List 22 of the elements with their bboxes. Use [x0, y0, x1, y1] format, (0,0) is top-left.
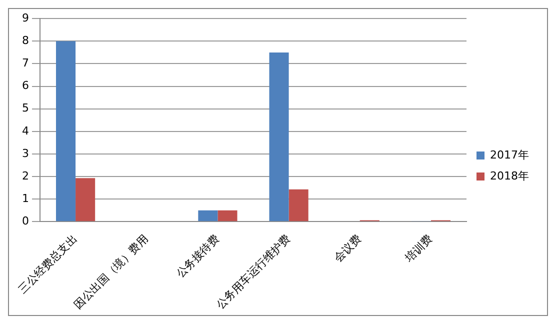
- y-tick-label: 8: [22, 34, 29, 48]
- y-tick-label: 1: [22, 192, 29, 205]
- bar: [218, 210, 238, 222]
- y-tick-label: 9: [22, 11, 29, 24]
- legend-label: 2018年: [490, 169, 530, 182]
- x-tick-label: 培训费: [402, 232, 436, 266]
- y-tick-label: 6: [22, 79, 29, 92]
- y-tick-label: 7: [22, 56, 29, 70]
- bar: [76, 178, 96, 222]
- y-tick-label: 4: [22, 124, 29, 138]
- y-tick-label: 3: [22, 146, 29, 160]
- bar: [269, 52, 289, 222]
- y-tick-label: 5: [22, 102, 29, 115]
- x-tick-label: 三公经费总支出: [16, 232, 80, 296]
- x-tick-label: 会议费: [331, 232, 364, 265]
- bar: [56, 41, 76, 222]
- x-tick-label: 公务接待费: [174, 232, 222, 280]
- legend-label: 2017年: [490, 148, 530, 162]
- bar: [288, 189, 308, 222]
- y-tick-label: 0: [22, 214, 29, 228]
- bar: [198, 210, 218, 222]
- y-tick-label: 2: [22, 169, 29, 182]
